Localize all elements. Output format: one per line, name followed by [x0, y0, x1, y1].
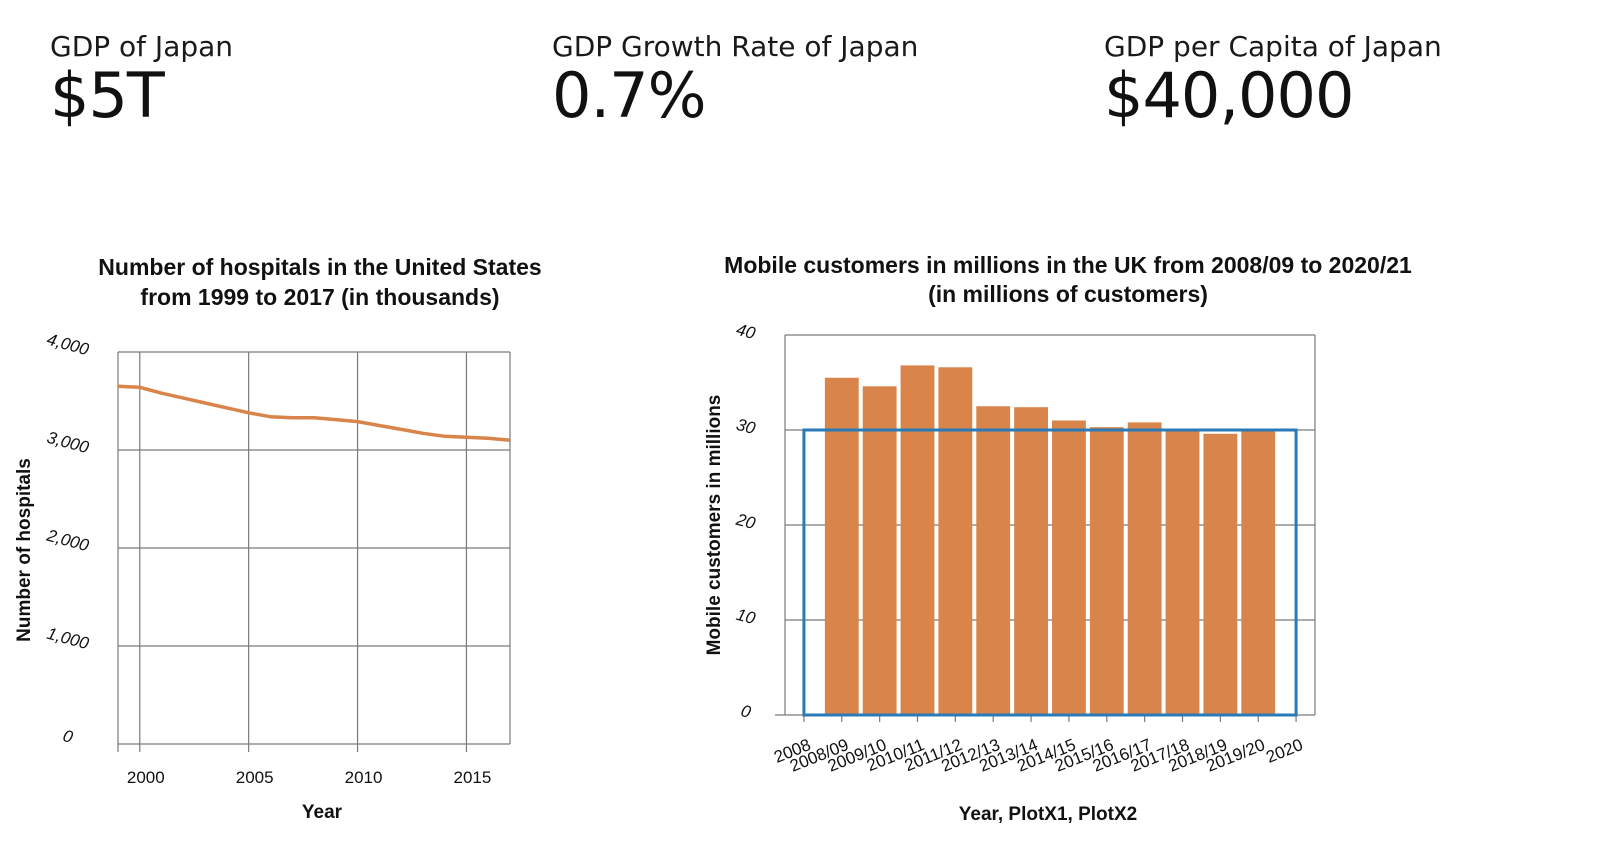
y-axis-title: Number of hospitals: [14, 458, 35, 642]
bar-2014-15: [1052, 420, 1086, 715]
bar-2008-09: [824, 377, 859, 715]
hospitals-line-chart: Number of hospitals in the United States…: [14, 254, 542, 823]
chart-title-line-1: Mobile customers in millions in the UK f…: [724, 252, 1412, 278]
bar-2010-11: [900, 365, 935, 715]
x-tick-label: 2015: [454, 768, 492, 787]
bar-2009-10: [862, 386, 897, 715]
bar-2012-13: [976, 406, 1011, 715]
bar-2016-17: [1127, 422, 1162, 715]
x-tick-label: 2000: [127, 768, 165, 787]
y-tick-label: 4,000: [45, 330, 92, 360]
x-tick-label: 2020: [1263, 735, 1305, 767]
bar-2015-16: [1089, 427, 1124, 715]
y-tick-label: 40: [734, 320, 758, 343]
series-line: [117, 384, 511, 442]
y-tick-label: 30: [734, 415, 758, 438]
kpi-value: $40,000: [1104, 59, 1354, 132]
bar-2018-19: [1203, 433, 1238, 715]
kpi-label: GDP of Japan: [50, 30, 234, 63]
x-tick-label: 2005: [236, 768, 274, 787]
x-tick-labels: 20082008/092009/102010/112011/122012/132…: [771, 735, 1305, 776]
mobile-customers-bar-chart: Mobile customers in millions in the UK f…: [704, 252, 1412, 825]
grid: [117, 351, 511, 752]
x-tick-labels: 2000 2005 2010 2015: [127, 768, 491, 787]
y-tick-label: 10: [734, 605, 758, 628]
chart-title-line-2: from 1999 to 2017 (in thousands): [140, 284, 499, 310]
kpi-gdp-growth: GDP Growth Rate of Japan 0.7%: [552, 30, 918, 128]
y-tick-label: 0: [739, 701, 754, 722]
x-tick-label: 2010: [345, 768, 383, 787]
kpi-label: GDP per Capita of Japan: [1104, 30, 1442, 63]
x-axis-title: Year: [302, 802, 343, 823]
y-tick-label: 3,000: [45, 428, 92, 458]
chart-title-line-2: (in millions of customers): [928, 281, 1208, 307]
bar-2013-14: [1014, 407, 1048, 715]
y-tick-labels: 0 10 20 30 40: [733, 320, 758, 722]
highlight-box: [802, 428, 1298, 717]
bar-2017-18: [1165, 430, 1200, 715]
bars: [824, 365, 1276, 715]
bar-2011-12: [938, 367, 973, 715]
x-axis-title: Year, PlotX1, PlotX2: [959, 804, 1137, 825]
kpi-label: GDP Growth Rate of Japan: [552, 30, 919, 63]
y-axis-title: Mobile customers in millions: [704, 395, 725, 656]
y-tick-label: 1,000: [45, 624, 92, 654]
y-tick-label: 20: [733, 510, 758, 534]
y-tick-label: 2,000: [44, 526, 92, 556]
y-tick-labels: 0 1,000 2,000 3,000 4,000: [44, 330, 92, 747]
kpi-value: $5T: [50, 59, 165, 132]
kpi-gdp-per-capita: GDP per Capita of Japan $40,000: [1104, 30, 1442, 128]
kpi-value: 0.7%: [552, 59, 707, 132]
kpi-gdp: GDP of Japan $5T: [50, 30, 233, 128]
chart-title-line-1: Number of hospitals in the United States: [98, 254, 541, 280]
y-tick-label: 0: [61, 726, 76, 747]
bar-2019-20: [1241, 430, 1276, 715]
